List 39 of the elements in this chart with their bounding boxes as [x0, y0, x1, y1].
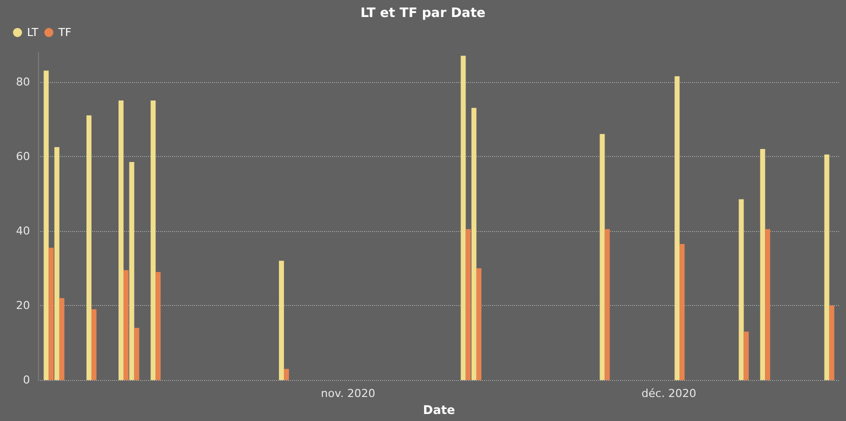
bar: [765, 229, 770, 380]
bar: [59, 298, 64, 380]
bar: [284, 368, 289, 380]
bar: [48, 248, 54, 380]
bar: [44, 70, 49, 380]
bar: [829, 306, 834, 380]
y-tick-label: 80: [16, 75, 30, 88]
legend-label: TF: [57, 26, 72, 39]
bar: [476, 268, 482, 380]
bar: [134, 328, 140, 380]
y-tick-label: 60: [16, 150, 30, 163]
bar: [86, 115, 92, 380]
chart-title: LT et TF par Date: [360, 6, 486, 21]
bar: [744, 332, 749, 380]
bar: [54, 147, 60, 380]
x-axis-title: Date: [423, 403, 455, 417]
x-tick-label: déc. 2020: [642, 387, 696, 400]
bar: [738, 199, 744, 380]
bar: [604, 229, 610, 380]
bar: [156, 272, 161, 380]
y-tick-label: 40: [16, 224, 30, 238]
bar: [824, 154, 830, 380]
bar: [466, 229, 471, 380]
bar: [118, 100, 124, 380]
legend-label: LT: [27, 26, 39, 39]
y-tick-label: 20: [16, 299, 30, 312]
bar: [760, 148, 766, 380]
bar: [150, 100, 156, 380]
x-tick-label: nov. 2020: [320, 387, 376, 400]
bar: [600, 134, 605, 380]
bar: [278, 260, 284, 380]
bar: [91, 309, 96, 380]
y-tick-label: 0: [23, 374, 30, 387]
bar: [124, 270, 129, 380]
bar: [460, 56, 466, 380]
bar: [129, 162, 134, 380]
bar: [674, 76, 680, 380]
bar: [471, 108, 476, 380]
bar: [680, 244, 685, 380]
